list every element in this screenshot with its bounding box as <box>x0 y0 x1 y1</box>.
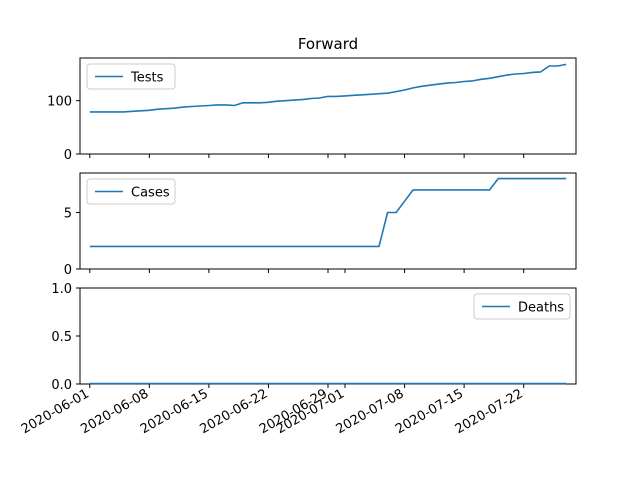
legend-label: Tests <box>130 71 164 86</box>
legend-deaths: Deaths <box>473 293 571 320</box>
y-tick-label: 0.0 <box>51 378 72 393</box>
panel-cases: 0 5 Cases <box>64 172 577 278</box>
legend-cases: Cases <box>86 178 176 205</box>
legend-box <box>86 178 176 205</box>
series-line-tests <box>89 63 567 113</box>
panel-deaths: 0.0 0.5 1.0 Deaths <box>51 282 577 393</box>
legend-box <box>86 63 176 90</box>
x-axis: 2020-06-012020-06-082020-06-152020-06-22… <box>19 386 526 437</box>
chart-title: Forward <box>298 35 358 53</box>
y-tick-label: 0 <box>64 263 72 278</box>
y-tick-label: 0 <box>64 148 72 163</box>
legend-box <box>473 293 571 320</box>
panel-tests: 0 100 Tests <box>47 57 577 163</box>
y-tick-label: 5 <box>64 207 72 222</box>
y-tick-label: 1.0 <box>51 282 72 297</box>
y-tick-label: 0.5 <box>51 330 72 345</box>
legend-label: Cases <box>131 186 170 201</box>
chart-panels: 0 100 Tests 0 5 Cases 0.0 0.5 1.0 Deaths <box>47 57 577 393</box>
series-line-cases <box>89 177 567 248</box>
y-tick-label: 100 <box>47 95 72 110</box>
legend-label: Deaths <box>518 301 564 316</box>
legend-tests: Tests <box>86 63 176 90</box>
x-tick-label: 2020-07-22 <box>453 386 526 437</box>
